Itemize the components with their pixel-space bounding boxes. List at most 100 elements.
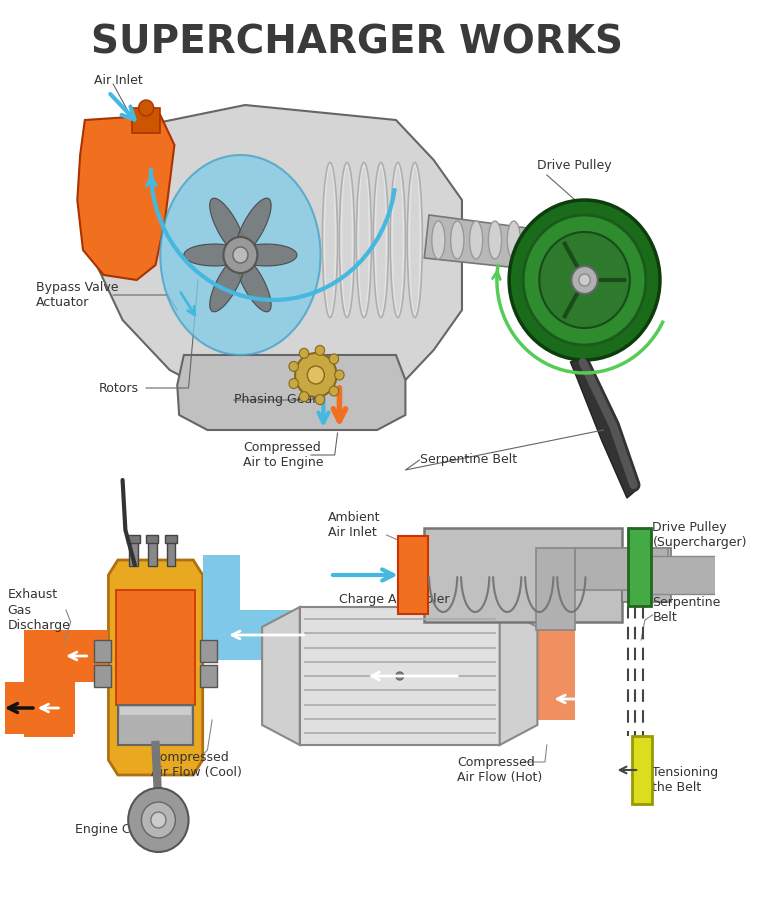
Ellipse shape	[390, 163, 406, 318]
Ellipse shape	[410, 167, 419, 312]
Text: Exhaust
Gas
Discharge: Exhaust Gas Discharge	[8, 589, 70, 632]
Ellipse shape	[236, 198, 271, 256]
Ellipse shape	[432, 221, 445, 259]
Circle shape	[307, 366, 324, 384]
Polygon shape	[262, 607, 300, 745]
Bar	[398, 536, 428, 614]
Ellipse shape	[393, 167, 402, 312]
Ellipse shape	[374, 163, 388, 318]
Circle shape	[539, 232, 630, 328]
Circle shape	[299, 348, 309, 358]
Bar	[535, 630, 575, 720]
Text: Rotors: Rotors	[99, 382, 139, 394]
Text: Tensioning
the Belt: Tensioning the Belt	[653, 766, 719, 794]
Ellipse shape	[160, 155, 321, 355]
Circle shape	[523, 215, 646, 345]
Ellipse shape	[469, 221, 483, 259]
Circle shape	[396, 672, 403, 680]
Text: Phasing Gear: Phasing Gear	[233, 393, 317, 407]
Bar	[117, 705, 193, 745]
Polygon shape	[500, 607, 537, 745]
Bar	[300, 607, 500, 745]
Polygon shape	[177, 355, 406, 430]
Bar	[631, 736, 653, 804]
Text: SUPERCHARGER WORKS: SUPERCHARGER WORKS	[91, 23, 623, 61]
Text: Compressed
Air Flow (Cool): Compressed Air Flow (Cool)	[151, 751, 242, 779]
Bar	[200, 640, 217, 662]
Text: Serpentine Belt: Serpentine Belt	[419, 454, 517, 466]
Circle shape	[572, 266, 598, 294]
Bar	[120, 707, 191, 715]
Circle shape	[335, 370, 344, 380]
Bar	[622, 548, 672, 602]
Text: Charge Air Cooler: Charge Air Cooler	[340, 593, 450, 607]
Ellipse shape	[236, 244, 297, 266]
Bar	[129, 538, 138, 566]
Ellipse shape	[451, 221, 464, 259]
Bar	[127, 535, 139, 543]
Text: Ambient
Air Inlet: Ambient Air Inlet	[328, 511, 381, 539]
Ellipse shape	[325, 167, 335, 312]
Polygon shape	[89, 105, 462, 410]
Circle shape	[315, 394, 324, 405]
Bar	[146, 535, 158, 543]
Ellipse shape	[322, 163, 337, 318]
Ellipse shape	[359, 167, 368, 312]
Ellipse shape	[236, 255, 271, 311]
Circle shape	[315, 346, 324, 356]
Bar	[202, 555, 240, 660]
Bar	[537, 678, 575, 720]
Circle shape	[509, 200, 660, 360]
Bar	[94, 665, 111, 687]
Ellipse shape	[488, 221, 502, 259]
Bar	[167, 538, 175, 566]
Bar	[148, 538, 156, 566]
Circle shape	[299, 392, 309, 401]
Circle shape	[579, 274, 590, 286]
Polygon shape	[77, 115, 174, 280]
Polygon shape	[571, 358, 637, 498]
Bar	[132, 108, 160, 133]
Ellipse shape	[507, 221, 521, 259]
Bar	[575, 548, 668, 590]
Ellipse shape	[340, 163, 355, 318]
Circle shape	[329, 386, 339, 396]
Text: Bypass Valve
Actuator: Bypass Valve Actuator	[36, 281, 118, 309]
Bar	[5, 682, 76, 734]
Circle shape	[128, 788, 189, 852]
Circle shape	[289, 362, 299, 372]
Circle shape	[295, 353, 337, 397]
Bar	[94, 640, 111, 662]
Bar	[23, 630, 108, 682]
Bar	[200, 665, 217, 687]
Bar	[628, 528, 650, 606]
Ellipse shape	[210, 255, 245, 311]
Text: Engine Cylinder: Engine Cylinder	[76, 824, 174, 836]
Bar	[165, 535, 177, 543]
Ellipse shape	[356, 163, 371, 318]
Text: Compressed
Air to Engine: Compressed Air to Engine	[243, 441, 324, 469]
Circle shape	[139, 100, 154, 116]
Polygon shape	[108, 560, 202, 775]
Bar	[628, 556, 716, 594]
Polygon shape	[424, 215, 556, 270]
Circle shape	[142, 802, 175, 838]
Text: Air Inlet: Air Inlet	[94, 74, 143, 86]
Circle shape	[329, 354, 339, 364]
Ellipse shape	[343, 167, 352, 312]
Text: Compressed
Air Flow (Hot): Compressed Air Flow (Hot)	[457, 756, 543, 784]
Text: Drive Pulley: Drive Pulley	[537, 158, 612, 172]
Bar	[535, 548, 575, 630]
Text: Drive Pulley
(Supercharger): Drive Pulley (Supercharger)	[653, 521, 747, 549]
Circle shape	[224, 237, 258, 273]
Text: Serpentine
Belt: Serpentine Belt	[653, 596, 721, 624]
Ellipse shape	[407, 163, 422, 318]
Ellipse shape	[376, 167, 386, 312]
Circle shape	[289, 379, 299, 389]
Circle shape	[233, 247, 248, 263]
Circle shape	[151, 812, 166, 828]
Bar	[424, 528, 622, 622]
Polygon shape	[116, 590, 195, 705]
Bar	[202, 610, 297, 660]
Ellipse shape	[184, 244, 245, 266]
